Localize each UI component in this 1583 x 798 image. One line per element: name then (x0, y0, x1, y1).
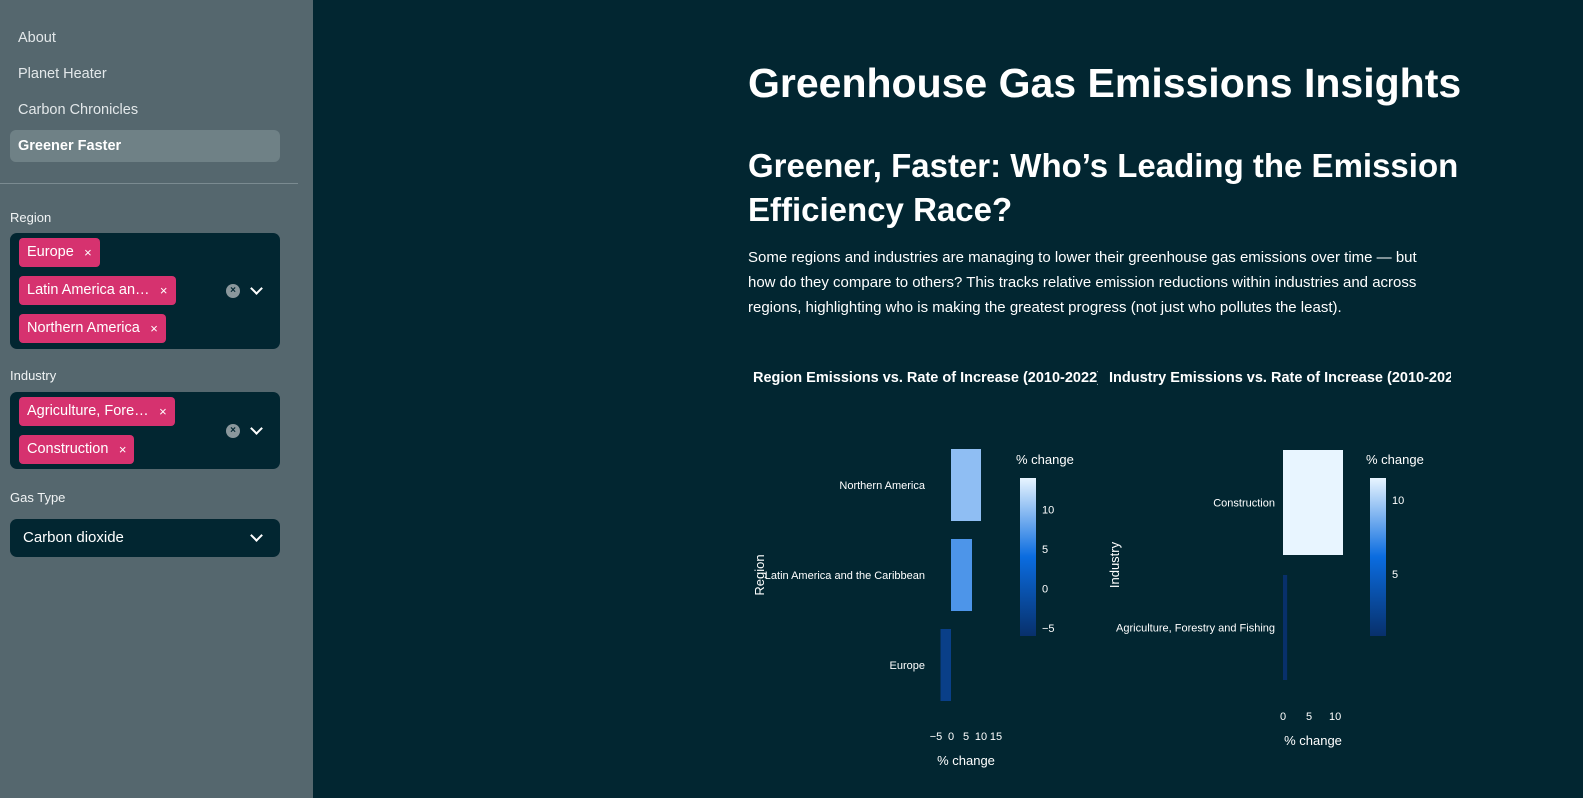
chevron-down-icon[interactable] (250, 422, 263, 435)
bar-construction[interactable] (1283, 450, 1343, 555)
industry-chart-title: Industry Emissions vs. Rate of Increase … (1109, 370, 1451, 386)
remove-tag-icon[interactable]: × (159, 404, 167, 419)
category-label: Construction (1213, 498, 1275, 510)
colorbar-tick-label: 5 (1042, 544, 1048, 556)
industry-chart: Construction Agriculture, Forestry and Fi… (1107, 450, 1424, 748)
industry-tag-agriculture: Agriculture, Fore… × (19, 397, 175, 426)
x-tick-label: 10 (1329, 711, 1341, 723)
sidebar: About Planet Heater Carbon Chronicles Gr… (0, 0, 313, 798)
colorbar-tick-label: −5 (1042, 623, 1055, 635)
category-label: Europe (890, 660, 925, 672)
category-label: Agriculture, Forestry and Fishing (1116, 623, 1275, 635)
industry-tag-construction: Construction × (19, 435, 135, 464)
x-tick-label: 15 (990, 731, 1002, 743)
section-description: Some regions and industries are managing… (748, 249, 1417, 316)
bar-europe[interactable] (940, 629, 952, 701)
category-label: Latin America and the Caribbean (765, 570, 925, 582)
remove-tag-icon[interactable]: × (84, 245, 92, 260)
bar-latin-america-and-the-caribbean[interactable] (951, 539, 972, 611)
x-tick-label: 5 (963, 731, 969, 743)
sidebar-divider (0, 183, 298, 184)
x-axis-label: % change (1284, 733, 1342, 748)
nav-item-planet-heater[interactable]: Planet Heater (18, 66, 107, 82)
nav-item-about[interactable]: About (18, 30, 56, 46)
region-chart-title: Region Emissions vs. Rate of Increase (2… (753, 370, 1098, 386)
nav-item-carbon-chronicles[interactable]: Carbon Chronicles (18, 102, 139, 118)
category-label: Northern America (839, 480, 925, 492)
page-title: Greenhouse Gas Emissions Insights (748, 60, 1462, 106)
gas-type-label: Gas Type (10, 490, 66, 505)
region-chart: Northern America Latin America and the Ca… (752, 449, 1074, 768)
tag-label: Northern America (27, 320, 140, 336)
industry-multiselect[interactable]: Agriculture, Fore… × Construction × × (10, 392, 280, 469)
colorbar-tick-label: 10 (1042, 505, 1054, 517)
colorbar-title: % change (1016, 452, 1074, 467)
tag-label: Construction (27, 441, 109, 457)
tag-label: Latin America an… (27, 282, 150, 298)
clear-all-icon[interactable]: × (226, 284, 240, 298)
tag-label: Europe (27, 244, 74, 260)
colorbar-title: % change (1366, 452, 1424, 467)
gas-type-value: Carbon dioxide (23, 529, 124, 546)
x-tick-label: 5 (1306, 711, 1312, 723)
colorbar-tick-label: 10 (1392, 495, 1404, 507)
chevron-down-icon[interactable] (250, 282, 263, 295)
x-tick-label: 0 (948, 731, 954, 743)
x-tick-label: 0 (1280, 711, 1286, 723)
region-tag-latin-america: Latin America an… × (19, 276, 176, 305)
bar-agriculture-forestry-and-fishing[interactable] (1283, 575, 1288, 680)
x-axis-label: % change (937, 753, 995, 768)
sidebar-nav: About Planet Heater Carbon Chronicles Gr… (10, 22, 280, 166)
colorbar-tick-label: 5 (1392, 569, 1398, 581)
colorbar (1020, 478, 1036, 636)
y-axis-label: Industry (1107, 541, 1122, 588)
clear-all-icon[interactable]: × (226, 424, 240, 438)
region-multiselect[interactable]: Europe × Latin America an… × Northern Amer… (10, 233, 280, 349)
tag-label: Agriculture, Fore… (27, 403, 149, 419)
x-tick-label: −5 (930, 731, 943, 743)
chevron-down-icon[interactable] (250, 529, 263, 542)
nav-item-greener-faster[interactable]: Greener Faster (10, 130, 280, 162)
y-axis-label: Region (752, 554, 767, 595)
main-content: Greenhouse Gas Emissions Insights Greene… (313, 0, 1583, 798)
region-tag-europe: Europe × (19, 238, 100, 267)
gas-type-select[interactable]: Carbon dioxide (10, 519, 280, 557)
region-label: Region (10, 210, 52, 225)
section-title: Greener, Faster: Who’s Leading the Emiss… (748, 147, 1459, 228)
remove-tag-icon[interactable]: × (159, 283, 168, 298)
industry-label: Industry (10, 368, 57, 383)
colorbar-tick-label: 0 (1042, 584, 1048, 596)
remove-tag-icon[interactable]: × (150, 321, 158, 336)
region-tag-northern-america: Northern America × (19, 314, 166, 343)
bar-northern-america[interactable] (951, 449, 981, 521)
remove-tag-icon[interactable]: × (118, 442, 127, 457)
colorbar (1370, 478, 1386, 636)
x-tick-label: 10 (975, 731, 987, 743)
